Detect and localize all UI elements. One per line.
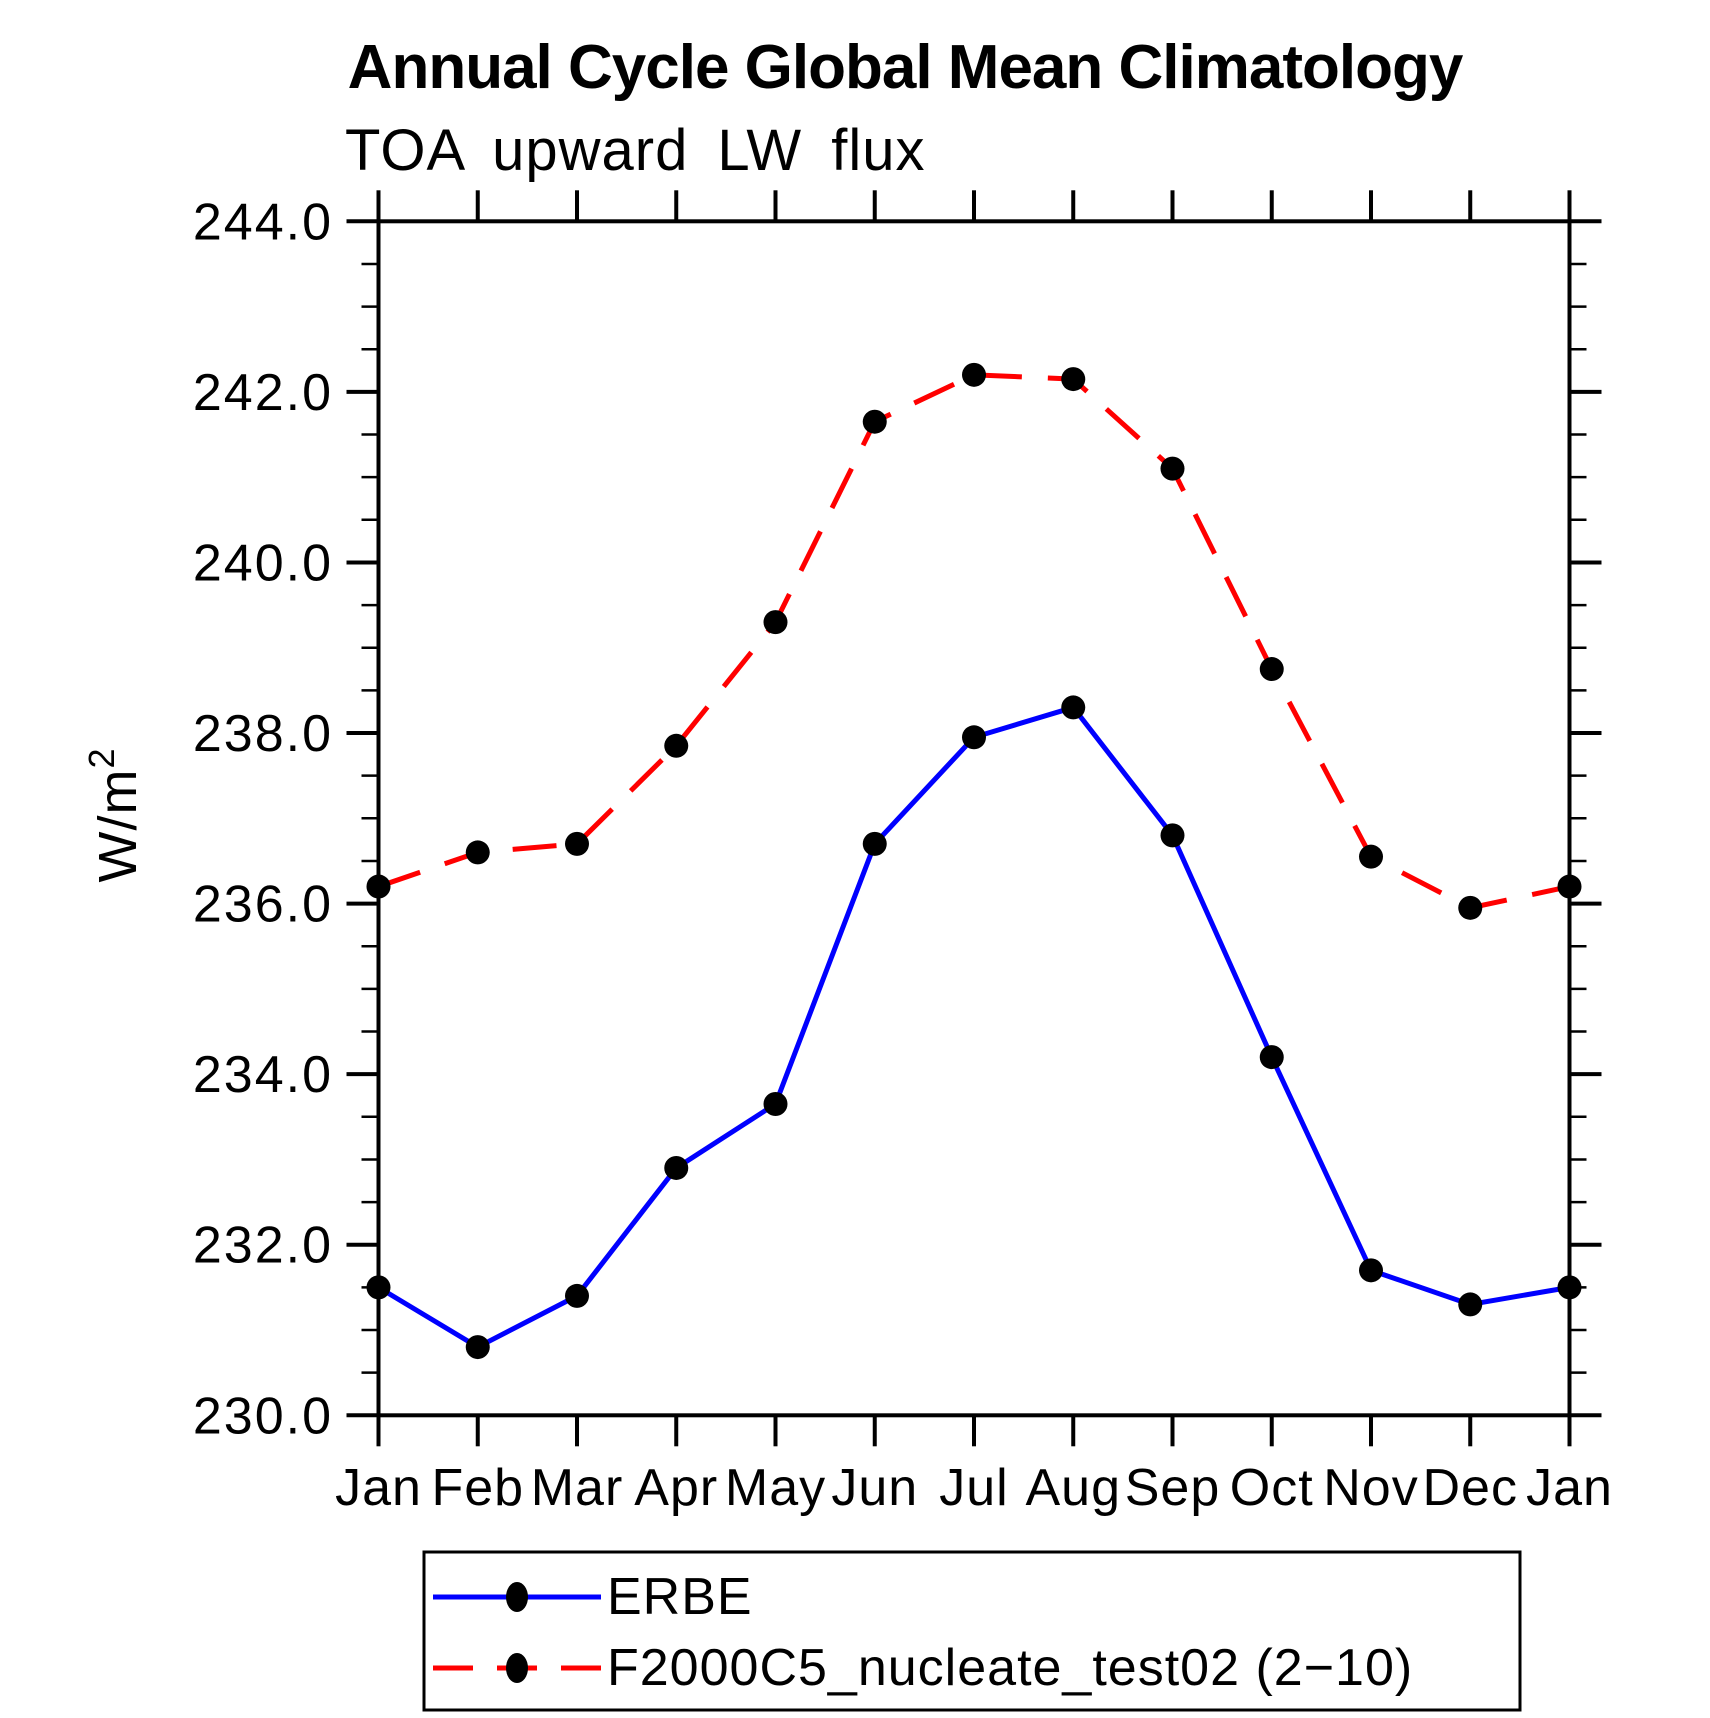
x-tick-label: Aug: [1025, 1459, 1121, 1517]
y-tick-label: 242.0: [193, 364, 333, 422]
data-point-erbe-apr-3: [664, 1155, 689, 1180]
data-point-f2000c5-apr-3: [664, 733, 689, 758]
data-point-erbe-nov-10: [1359, 1258, 1383, 1283]
y-tick-label: 230.0: [193, 1387, 333, 1445]
plot-border: [376, 219, 1572, 1418]
x-tick-label: Jul: [939, 1459, 1008, 1517]
legend: ERBE F2000C5_nucleate_test02 (2−10): [422, 1550, 1522, 1712]
data-point-erbe-jan-12: [1557, 1275, 1582, 1300]
data-point-f2000c5-mar-2: [565, 831, 589, 856]
data-point-erbe-jan-0: [366, 1275, 391, 1300]
data-point-erbe-jun-5: [862, 831, 887, 856]
data-point-f2000c5-oct-9: [1259, 657, 1284, 682]
data-point-f2000c5-jan-0: [366, 874, 391, 899]
data-point-f2000c5-nov-10: [1359, 844, 1383, 869]
page-title: Annual Cycle Global Mean Climatology: [348, 33, 1464, 102]
y-tick-label: 240.0: [193, 534, 333, 592]
data-point-f2000c5-may-4: [763, 610, 788, 635]
data-point-f2000c5-feb-1: [465, 840, 490, 865]
data-point-erbe-oct-9: [1259, 1045, 1284, 1070]
data-point-f2000c5-jan-12: [1557, 874, 1582, 899]
x-tick-label: Jan: [1526, 1459, 1613, 1517]
series-line-f2000c5: [377, 372, 1571, 911]
data-point-f2000c5-jul-6: [962, 362, 986, 387]
data-point-erbe-feb-1: [465, 1335, 490, 1360]
plot-area: 244.0 242.0 240.0 238.0 236.0 234.0 232.0 230.0…: [193, 190, 1613, 1517]
x-tick-label: Nov: [1323, 1459, 1418, 1517]
y-tick-label: 244.0: [193, 193, 333, 251]
x-tick-label: Sep: [1125, 1459, 1221, 1517]
y-tick-label: 232.0: [193, 1217, 333, 1275]
legend-label-f2000c5: F2000C5_nucleate_test02 (2−10): [607, 1639, 1413, 1697]
data-point-f2000c5-dec-11: [1458, 895, 1483, 920]
data-point-erbe-sep-8: [1160, 823, 1185, 848]
legend-marker-f2000c5: [506, 1653, 528, 1683]
data-point-erbe-may-4: [763, 1092, 788, 1117]
data-point-f2000c5-aug-7: [1061, 367, 1086, 392]
series-line-erbe: [377, 704, 1570, 1350]
legend-label-erbe: ERBE: [607, 1568, 753, 1626]
data-point-erbe-mar-2: [565, 1283, 589, 1308]
x-tick-label: Feb: [431, 1459, 524, 1517]
legend-box: [422, 1550, 1522, 1712]
data-point-f2000c5-sep-8: [1160, 456, 1185, 481]
series-layer: [366, 362, 1582, 1360]
data-point-f2000c5-jun-5: [862, 409, 887, 434]
y-axis-label: W/m2: [81, 748, 148, 883]
chart-subtitle: TOA upward LW flux: [345, 118, 926, 183]
y-tick-label: 238.0: [193, 705, 333, 763]
x-tick-label: Jun: [831, 1459, 918, 1517]
legend-marker-erbe: [506, 1582, 528, 1612]
y-tick-label: 236.0: [193, 876, 333, 934]
legend-row-erbe: ERBE: [433, 1568, 753, 1626]
data-point-erbe-jul-6: [962, 725, 986, 750]
x-tick-label: May: [725, 1459, 826, 1517]
legend-row-f2000c5: F2000C5_nucleate_test02 (2−10): [433, 1639, 1413, 1697]
x-tick-label: Apr: [634, 1459, 718, 1517]
data-point-erbe-dec-11: [1458, 1292, 1483, 1317]
y-tick-label: 234.0: [193, 1046, 333, 1104]
data-point-erbe-aug-7: [1061, 695, 1086, 720]
x-tick-label: Jan: [335, 1459, 422, 1517]
x-tick-label: Dec: [1423, 1459, 1518, 1517]
x-tick-label: Mar: [531, 1459, 624, 1517]
x-tick-label: Oct: [1230, 1459, 1314, 1517]
